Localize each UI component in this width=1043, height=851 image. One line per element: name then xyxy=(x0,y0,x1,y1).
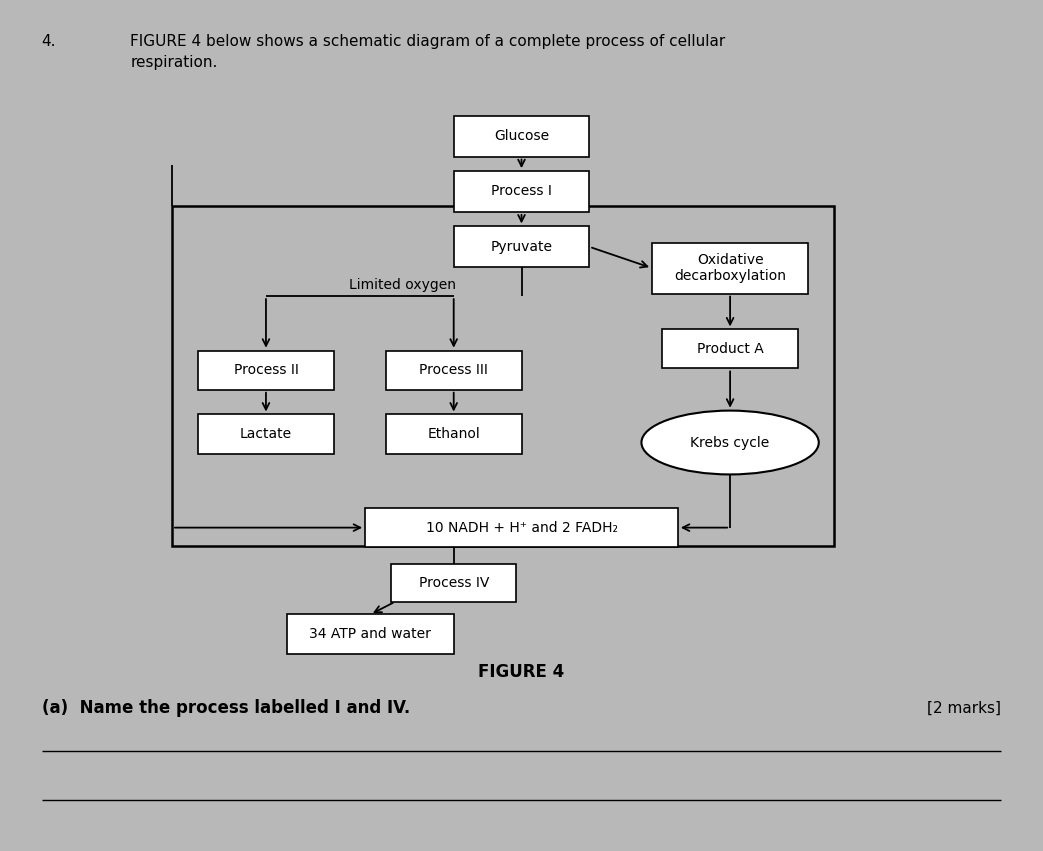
Text: Pyruvate: Pyruvate xyxy=(490,240,553,254)
FancyBboxPatch shape xyxy=(454,171,589,212)
Text: [2 marks]: [2 marks] xyxy=(927,700,1001,716)
Bar xyxy=(172,206,834,546)
Text: 34 ATP and water: 34 ATP and water xyxy=(310,627,431,641)
Text: Krebs cycle: Krebs cycle xyxy=(690,436,770,449)
Text: Ethanol: Ethanol xyxy=(428,427,480,441)
FancyBboxPatch shape xyxy=(386,351,522,390)
FancyBboxPatch shape xyxy=(198,351,334,390)
Text: 4.: 4. xyxy=(42,34,56,49)
FancyBboxPatch shape xyxy=(662,329,798,368)
Text: Process I: Process I xyxy=(491,185,552,198)
Text: Process III: Process III xyxy=(419,363,488,377)
Text: Process II: Process II xyxy=(234,363,298,377)
Text: 10 NADH + H⁺ and 2 FADH₂: 10 NADH + H⁺ and 2 FADH₂ xyxy=(426,521,617,534)
Text: Oxidative
decarboxylation: Oxidative decarboxylation xyxy=(674,253,786,283)
FancyBboxPatch shape xyxy=(198,414,334,454)
FancyBboxPatch shape xyxy=(391,564,516,602)
FancyBboxPatch shape xyxy=(287,614,454,654)
FancyBboxPatch shape xyxy=(365,508,678,547)
Ellipse shape xyxy=(641,411,819,475)
Text: respiration.: respiration. xyxy=(130,55,218,71)
Text: Limited oxygen: Limited oxygen xyxy=(349,278,457,292)
FancyBboxPatch shape xyxy=(652,243,808,294)
FancyBboxPatch shape xyxy=(454,116,589,157)
FancyBboxPatch shape xyxy=(454,226,589,267)
FancyBboxPatch shape xyxy=(386,414,522,454)
Text: FIGURE 4: FIGURE 4 xyxy=(479,663,564,682)
Text: (a)  Name the process labelled I and IV.: (a) Name the process labelled I and IV. xyxy=(42,699,410,717)
Text: FIGURE 4 below shows a schematic diagram of a complete process of cellular: FIGURE 4 below shows a schematic diagram… xyxy=(130,34,726,49)
Text: Glucose: Glucose xyxy=(494,129,549,143)
Text: Lactate: Lactate xyxy=(240,427,292,441)
Text: Product A: Product A xyxy=(697,342,763,356)
Text: Process IV: Process IV xyxy=(418,576,489,590)
